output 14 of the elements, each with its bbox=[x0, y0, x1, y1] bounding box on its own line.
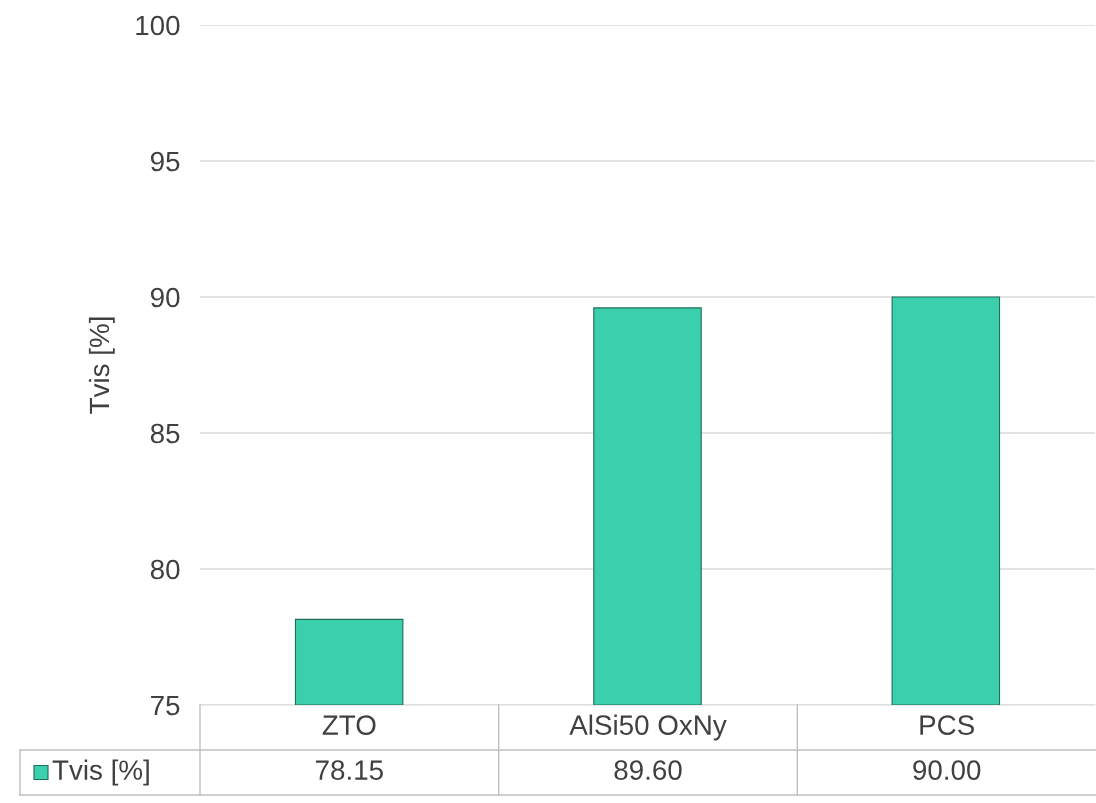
data-label: 90.00 bbox=[913, 760, 981, 780]
y-tick-label: 75 bbox=[151, 695, 180, 716]
y-tick-label: 100 bbox=[136, 15, 180, 36]
x-tick-label: ZTO bbox=[322, 715, 376, 735]
y-axis-title: Tvis [%] bbox=[88, 317, 115, 414]
x-tick-label: PCS bbox=[920, 715, 974, 735]
y-tick-label: 90 bbox=[150, 287, 180, 308]
y-tick-label: 95 bbox=[150, 151, 180, 172]
y-tick-label: 80 bbox=[150, 559, 180, 580]
data-label: 89.60 bbox=[614, 760, 682, 780]
x-tick-label: AlSi50 OxNy bbox=[569, 714, 727, 741]
legend-label: Tvis [%] bbox=[52, 759, 149, 786]
y-tick-label: 85 bbox=[150, 423, 180, 444]
data-label: 78.15 bbox=[316, 760, 383, 780]
